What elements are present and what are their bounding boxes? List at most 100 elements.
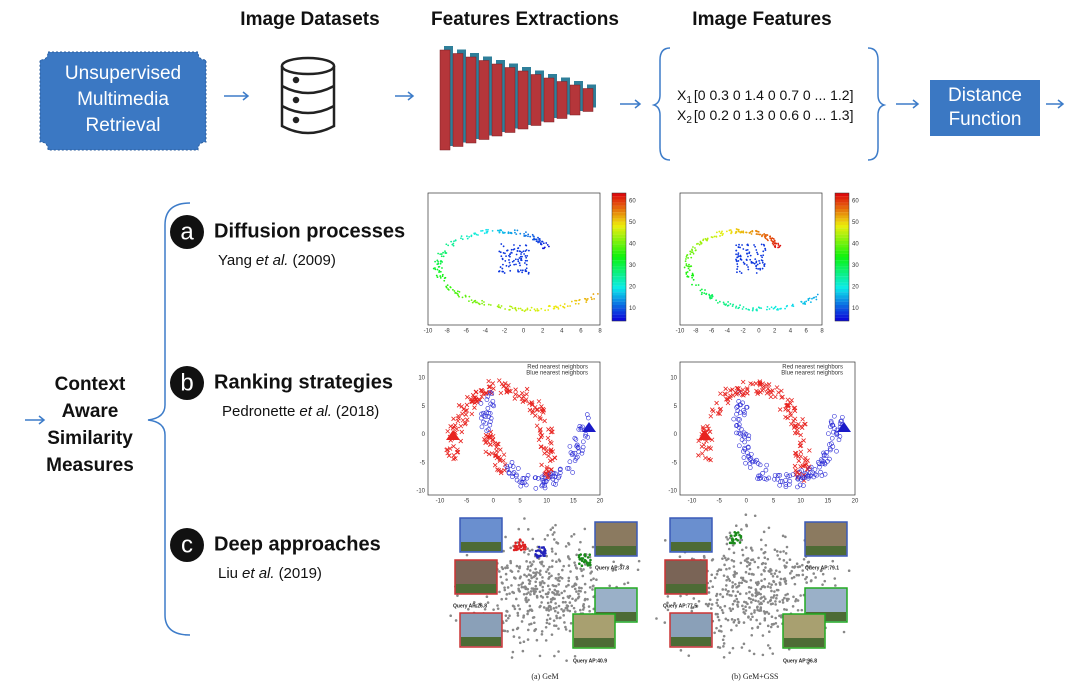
cluster-point (739, 541, 742, 544)
embedding-point (760, 539, 763, 542)
plot-point (767, 306, 769, 308)
embedding-point (776, 554, 779, 557)
embedding-point (708, 591, 711, 594)
embedding-point (715, 627, 718, 630)
embedding-point (698, 600, 701, 603)
plot-point (586, 299, 588, 301)
plot-point (736, 260, 738, 262)
thumbnail-ground (461, 542, 501, 551)
x-tick-label: 6 (805, 329, 809, 335)
embedding-point (679, 555, 682, 558)
embedding-point (568, 543, 571, 546)
plot-point (471, 299, 473, 301)
embedding-point (748, 573, 751, 576)
cluster-point (513, 549, 516, 552)
embedding-point (589, 572, 592, 575)
cnn-layer (531, 75, 541, 126)
plot-point (437, 269, 439, 271)
embedding-point (569, 570, 572, 573)
plot-point (517, 250, 519, 252)
embedding-point (731, 581, 734, 584)
x-tick-label: -10 (424, 329, 433, 335)
plot-point (526, 267, 528, 269)
colorbar-cell (835, 231, 849, 234)
embedding-point (534, 585, 537, 588)
plot-point (761, 256, 763, 258)
embedding-point (785, 608, 788, 611)
plot-point (477, 234, 479, 236)
plot-point (709, 297, 711, 299)
x-tick-label: -10 (688, 499, 697, 505)
x-tick-label: 2 (541, 329, 545, 335)
plot-point (532, 234, 534, 236)
plot-point (585, 298, 587, 300)
plot-point (745, 308, 747, 310)
plot-point (726, 230, 728, 232)
x-tick-label: 20 (597, 499, 604, 505)
embedding-point (555, 590, 558, 593)
embedding-point (762, 634, 765, 637)
feature-subscript: 1 (686, 95, 692, 106)
method-title: Ranking strategies (214, 371, 393, 393)
embedding-point (525, 560, 528, 563)
embedding-point (776, 609, 779, 612)
embedding-point (543, 606, 546, 609)
embedding-point (539, 590, 542, 593)
plot-point (473, 232, 475, 234)
plot-point (500, 266, 502, 268)
embedding-point (583, 606, 586, 609)
colorbar-tick: 30 (629, 263, 636, 269)
embedding-point (540, 601, 543, 604)
embedding-point (789, 558, 792, 561)
embedding-point (548, 572, 551, 575)
plot-point (505, 255, 507, 257)
plot-point (441, 255, 443, 257)
embedding-point (528, 582, 531, 585)
embedding-point (586, 598, 589, 601)
method-author: Liuet al.(2019) (218, 565, 322, 582)
embedding-point (504, 566, 507, 569)
plot-point (736, 231, 738, 233)
plot-point (735, 253, 737, 255)
embedding-point (517, 584, 520, 587)
embedding-point (531, 563, 534, 566)
plot-point (738, 246, 740, 248)
y-tick-label: -10 (416, 489, 425, 495)
plot-point (688, 264, 690, 266)
plot-point (736, 268, 738, 270)
cluster-point (578, 558, 581, 561)
plot-point (735, 244, 737, 246)
query-ap: Query AP:26.8 (453, 603, 487, 609)
embedding-point (722, 645, 725, 648)
x-tick-label: 5 (518, 499, 522, 505)
embedding-point (663, 621, 666, 624)
embedding-point (735, 586, 738, 589)
plot-point (474, 300, 476, 302)
plot-point (715, 299, 717, 301)
embedding-point (546, 619, 549, 622)
plot-point (722, 233, 724, 235)
embedding-point (551, 559, 554, 562)
embedding-point (728, 548, 731, 551)
colorbar-cell (835, 299, 849, 302)
plot-point (536, 308, 538, 310)
embedding-point (807, 561, 810, 564)
plot-point (520, 308, 522, 310)
plot-point (779, 245, 781, 247)
embedding-point (545, 570, 548, 573)
embedding-point (797, 566, 800, 569)
embedding-point (579, 609, 582, 612)
colorbar-cell (612, 260, 626, 263)
plot-point (769, 308, 771, 310)
plot-point (754, 263, 756, 265)
embedding-point (584, 528, 587, 531)
plot-point (746, 244, 748, 246)
plot-point (500, 255, 502, 257)
plot-point (685, 260, 687, 262)
embedding-point (775, 583, 778, 586)
embedding-point (778, 581, 781, 584)
plot-point (804, 302, 806, 304)
plot-point (775, 306, 777, 308)
plot-point (531, 307, 533, 309)
embedding-point (579, 568, 582, 571)
